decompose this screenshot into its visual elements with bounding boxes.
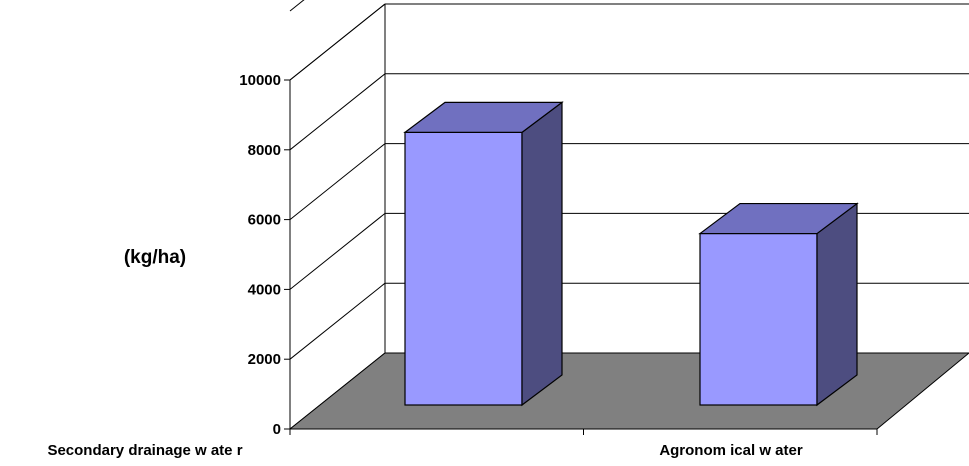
y-tick-label: 6000: [248, 212, 281, 229]
gridline-diagonal: [289, 282, 386, 360]
bars: [403, 101, 859, 407]
wall-edge: [289, 3, 386, 81]
bar-top: [698, 202, 859, 235]
x-category-label: Secondary drainage w ate r: [47, 442, 242, 459]
y-tick-label: 8000: [248, 142, 281, 159]
bar-side: [521, 101, 563, 407]
x-category-label: Agronom ical w ater: [659, 442, 803, 459]
y-tick-label: 0: [273, 421, 281, 438]
chart-floor: [288, 352, 969, 430]
bar-top: [403, 101, 564, 133]
x-axis-labels: Secondary drainage w ate r Agronom ical w…: [47, 442, 802, 459]
gridline-diagonal: [289, 0, 305, 12]
y-axis: 0 2000 4000 6000 8000 10000: [239, 72, 878, 438]
y-tick-label: 2000: [248, 351, 281, 368]
y-axis-label: (kg/ha): [124, 247, 186, 268]
bar-front: [404, 131, 523, 406]
gridline-diagonal: [289, 143, 386, 220]
y-tick-label: 4000: [248, 281, 281, 298]
bar-side: [816, 202, 858, 407]
gridline-diagonal: [289, 73, 386, 151]
bar-front: [699, 232, 818, 406]
y-tick-label: 10000: [239, 72, 281, 89]
bar-1: [403, 101, 564, 407]
gridline-diagonal: [289, 213, 386, 290]
bar-2: [698, 202, 859, 407]
